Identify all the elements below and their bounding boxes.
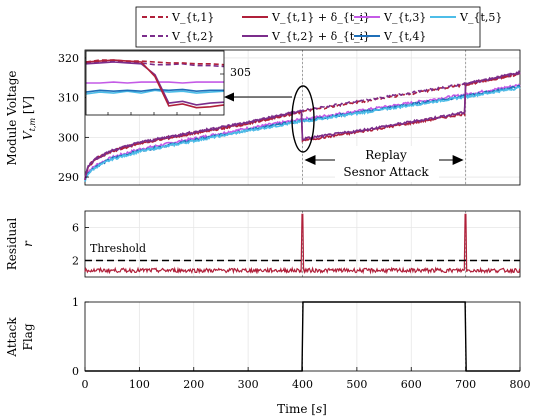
replay-label-line2: Sesnor Attack [343,165,429,179]
legend-label: V_{t,2} [171,30,214,43]
x-tick-label: 100 [129,378,150,391]
inset-series-line [86,81,224,84]
replay-label-bg [335,146,439,182]
inset-series-line [85,61,225,106]
flag-panel: 0 1 0 100 200 300 400 500 600 700 800 Attack Flag… [5,296,531,416]
voltage-series-line [84,71,521,180]
x-tick-label: 300 [238,378,259,391]
y-tick-label: 6 [72,222,79,235]
legend-label: V_{t,2} + δ_{t_i} [271,30,370,43]
residual-panel: Threshold 2 6 Residual r [5,210,521,278]
x-tick-label: 800 [510,378,531,391]
replay-arrowhead-left [304,155,316,165]
y-tick-label: 290 [58,171,79,184]
inset-tick-label: 305 [230,66,251,79]
inset-series-line [85,89,225,95]
y-tick-label: 310 [58,92,79,105]
inset-series-line [85,88,224,93]
x-tick-label: 600 [401,378,422,391]
x-tick-label: 200 [183,378,204,391]
x-tick-label: 400 [292,378,313,391]
flag-ylabel-line2: Flag [21,323,35,350]
x-axis-label: Time [s] [277,402,327,416]
voltage-panel: 290 300 310 320 Module Voltage Vt,m [V] 305… [5,49,521,186]
legend: V_{t,1} V_{t,1} + δ_{t_i} V_{t,3} V_{t,5} V_… [135,6,502,48]
inset-frame [85,50,225,116]
legend-box [135,6,481,48]
inset-series-line [85,59,225,66]
legend-label: V_{t,1} + δ_{t_i} [271,11,370,24]
y-tick-label: 320 [58,52,79,65]
x-tick-label: 0 [82,378,89,391]
legend-label: V_{t,3} [383,11,426,24]
zoom-ellipse [291,85,315,153]
y-tick-label: 2 [72,255,79,268]
voltage-ylabel-line2: Vt,m [V] [21,96,37,140]
y-tick-label: 1 [72,296,79,309]
y-tick-label: 300 [58,131,79,144]
residual-axes-frame [84,210,521,278]
x-tick-label: 500 [346,378,367,391]
legend-label: V_{t,4} [383,30,426,43]
legend-label: V_{t,1} [171,11,214,24]
zoom-arrowhead [224,92,234,102]
zoom-inset: 305 [85,50,251,116]
voltage-series-line [84,69,521,180]
residual-ylabel-line2: r [21,240,35,247]
voltage-axes-frame [84,49,521,186]
flag-ylabel-line1: Attack [5,317,19,358]
voltage-ylabel-line1: Module Voltage [5,70,19,165]
threshold-label: Threshold [90,242,146,255]
y-tick-label: 0 [72,365,79,378]
replay-arrowhead-right [452,155,464,165]
flag-series-line [85,301,520,372]
residual-ylabel-line1: Residual [5,218,19,271]
inset-series-line [85,59,225,109]
x-tick-label: 700 [455,378,476,391]
inset-series-line [85,60,225,68]
residual-series-line [84,213,521,275]
legend-label: V_{t,5} [459,11,502,24]
replay-label-line1: Replay [365,148,407,162]
